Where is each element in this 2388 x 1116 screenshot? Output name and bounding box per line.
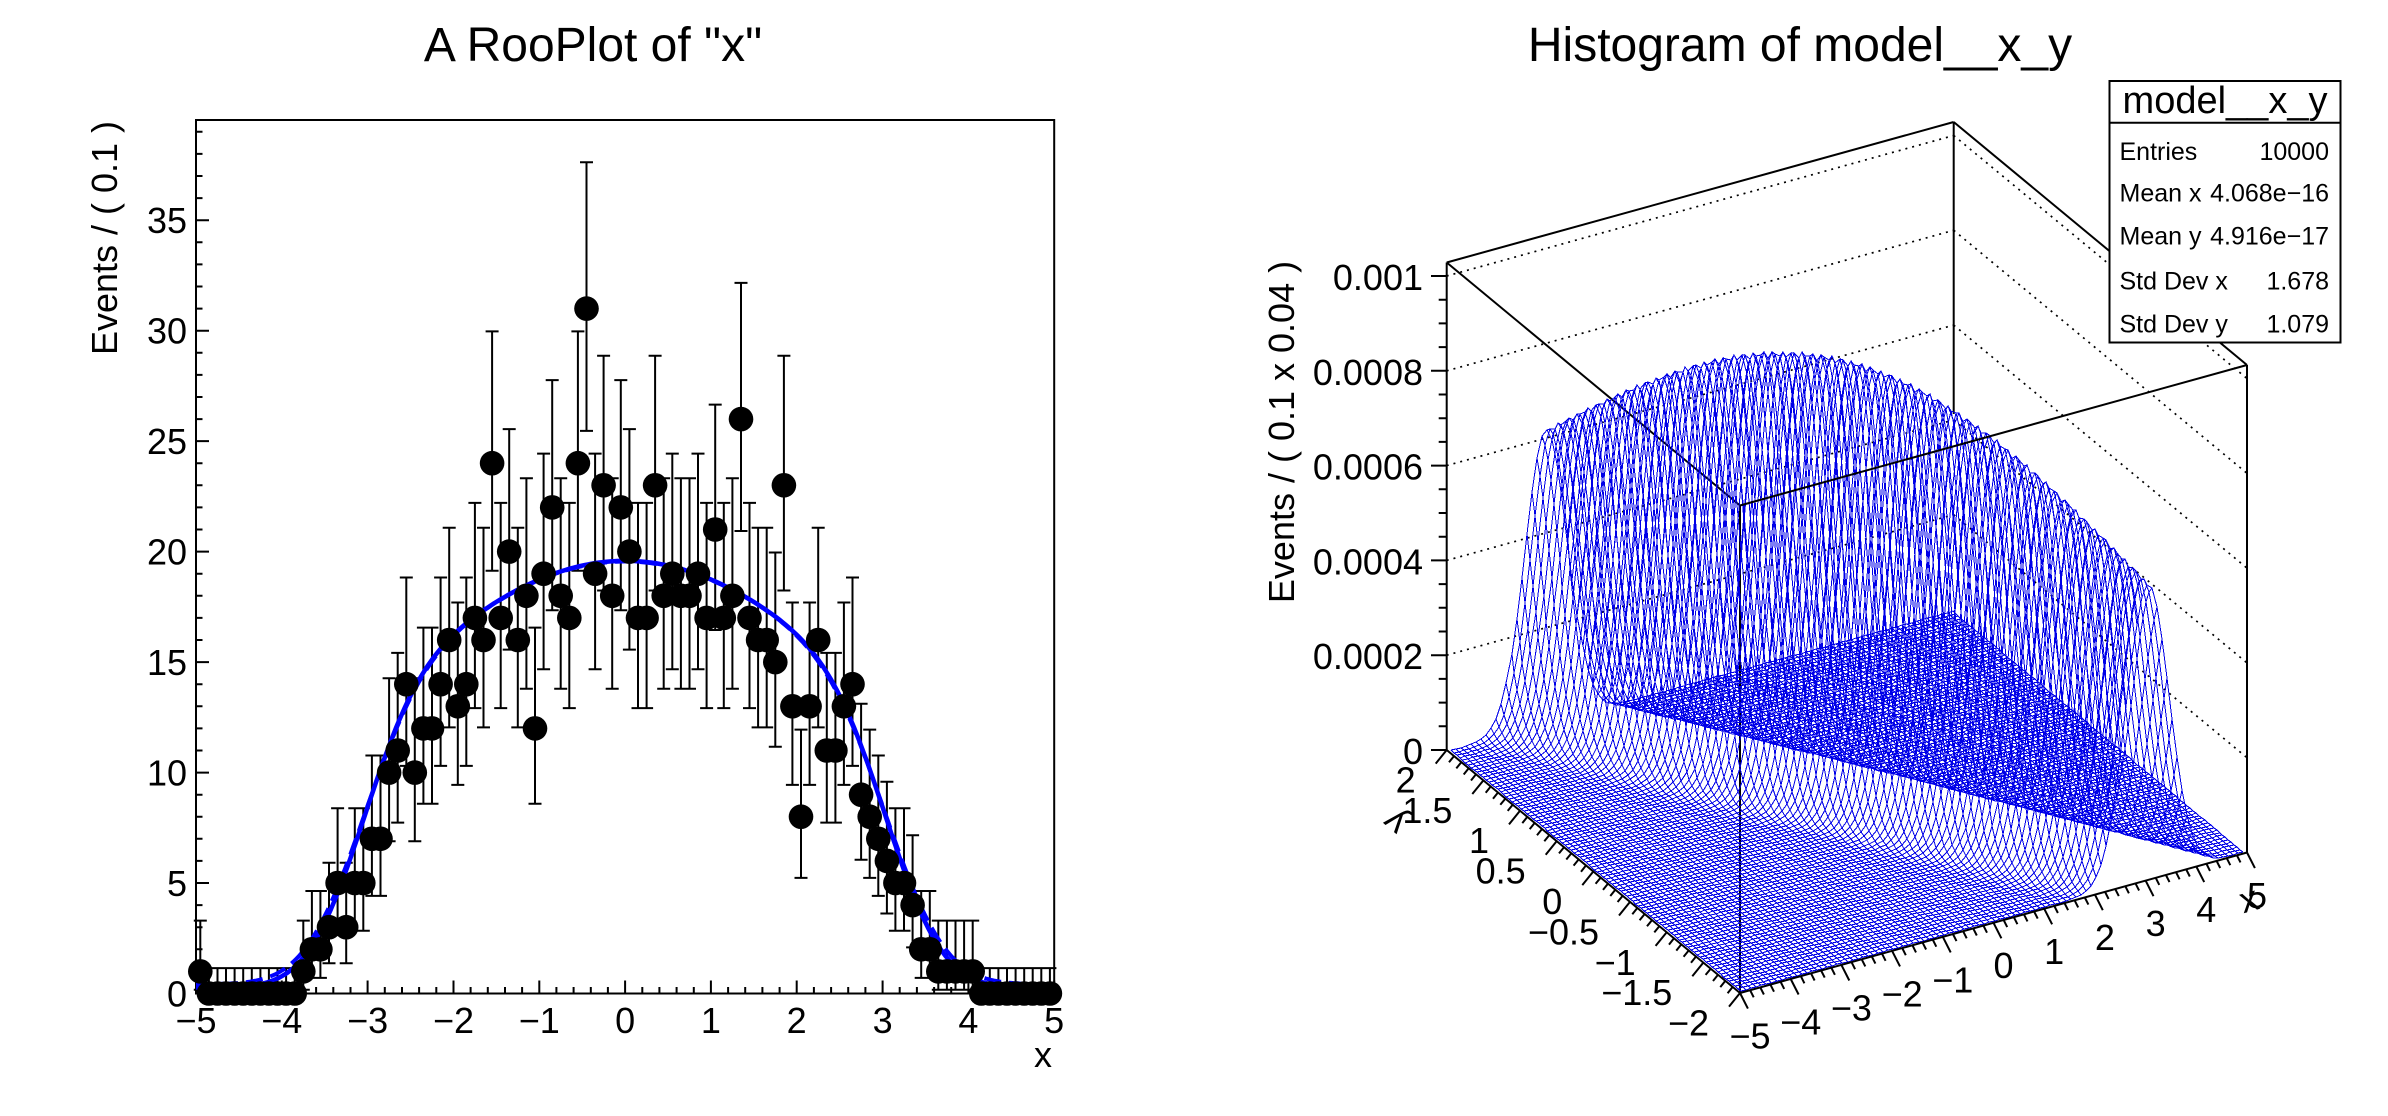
svg-text:Std Dev y: Std Dev y [2120, 310, 2229, 338]
svg-text:−3: −3 [347, 1000, 388, 1041]
svg-text:−1: −1 [1932, 959, 1973, 1000]
svg-text:2: 2 [1396, 760, 1416, 801]
svg-text:10: 10 [147, 753, 187, 794]
svg-text:5: 5 [2247, 875, 2267, 916]
svg-text:4.068e−16: 4.068e−16 [2210, 179, 2329, 207]
svg-text:0: 0 [167, 974, 187, 1015]
svg-text:3: 3 [2146, 903, 2166, 944]
svg-text:−3: −3 [1831, 987, 1872, 1028]
svg-text:Mean y: Mean y [2120, 223, 2202, 251]
svg-text:0.0006: 0.0006 [1313, 447, 1423, 488]
svg-text:0.001: 0.001 [1333, 257, 1423, 298]
svg-text:Mean x: Mean x [2120, 179, 2202, 207]
svg-text:15: 15 [147, 642, 187, 683]
svg-text:−0.5: −0.5 [1528, 911, 1599, 952]
svg-text:model__x_y: model__x_y [2123, 80, 2328, 122]
svg-text:0: 0 [1542, 881, 1562, 922]
svg-text:−2: −2 [1668, 1003, 1709, 1044]
svg-text:2: 2 [787, 1000, 807, 1041]
svg-text:1.079: 1.079 [2266, 310, 2329, 338]
svg-text:−1: −1 [1595, 942, 1636, 983]
svg-text:0: 0 [1993, 945, 2013, 986]
svg-text:5: 5 [1044, 1000, 1064, 1041]
svg-text:0.5: 0.5 [1476, 851, 1526, 892]
svg-text:−5: −5 [175, 1000, 216, 1041]
svg-text:0.0004: 0.0004 [1313, 541, 1423, 582]
svg-text:Entries: Entries [2120, 138, 2198, 166]
svg-text:4: 4 [2196, 889, 2216, 930]
svg-text:1: 1 [1469, 820, 1489, 861]
svg-text:5: 5 [167, 863, 187, 904]
svg-text:Std Dev x: Std Dev x [2120, 268, 2229, 296]
svg-text:1.5: 1.5 [1402, 790, 1452, 831]
svg-text:35: 35 [147, 200, 187, 241]
svg-text:Histogram of model__x_y: Histogram of model__x_y [1528, 19, 2072, 72]
svg-text:1.678: 1.678 [2266, 268, 2329, 296]
svg-text:−5: −5 [1729, 1016, 1770, 1057]
svg-text:Events / ( 0.1 x 0.04 ): Events / ( 0.1 x 0.04 ) [1261, 261, 1302, 603]
svg-text:−4: −4 [1780, 1002, 1821, 1043]
svg-text:−1: −1 [519, 1000, 560, 1041]
svg-text:0: 0 [1403, 731, 1423, 772]
svg-text:20: 20 [147, 532, 187, 573]
svg-text:10000: 10000 [2259, 138, 2329, 166]
svg-text:−1.5: −1.5 [1601, 972, 1672, 1013]
svg-text:30: 30 [147, 311, 187, 352]
svg-text:−4: −4 [261, 1000, 302, 1041]
svg-text:1: 1 [701, 1000, 721, 1041]
svg-text:4.916e−17: 4.916e−17 [2210, 223, 2329, 251]
svg-text:0.0002: 0.0002 [1313, 636, 1423, 677]
svg-text:4: 4 [958, 1000, 978, 1041]
svg-text:1: 1 [2044, 931, 2064, 972]
svg-text:−2: −2 [433, 1000, 474, 1041]
svg-text:2: 2 [2095, 917, 2115, 958]
svg-text:A RooPlot of "x": A RooPlot of "x" [424, 19, 762, 72]
svg-text:−2: −2 [1882, 973, 1923, 1014]
svg-text:x: x [1034, 1034, 1052, 1075]
svg-text:0.0008: 0.0008 [1313, 352, 1423, 393]
svg-text:0: 0 [615, 1000, 635, 1041]
svg-text:Events / ( 0.1 ): Events / ( 0.1 ) [84, 121, 125, 355]
svg-text:25: 25 [147, 421, 187, 462]
svg-text:3: 3 [873, 1000, 893, 1041]
